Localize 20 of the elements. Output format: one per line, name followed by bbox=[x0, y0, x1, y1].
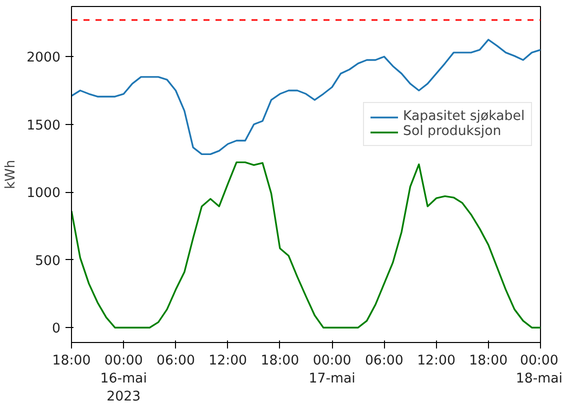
y-tick-label: 1500 bbox=[26, 118, 61, 134]
x-tick-label: 06:00 bbox=[364, 354, 404, 368]
x-tick-label: 18:00 bbox=[260, 354, 300, 368]
y-tick-label: 0 bbox=[52, 322, 61, 337]
x-tick-label: 18:00 bbox=[52, 354, 91, 368]
y-tick-label: 2000 bbox=[26, 50, 61, 66]
y-tick-label: 1000 bbox=[26, 186, 61, 202]
legend-label: Kapasitet sjøkabel bbox=[403, 109, 525, 124]
y-tick-label: 500 bbox=[35, 254, 61, 269]
y-axis-title: kWh bbox=[4, 160, 19, 190]
line-series bbox=[72, 38, 540, 156]
x-tick-label: 00:00 18-mai bbox=[516, 354, 562, 386]
x-tick-label: 12:00 bbox=[417, 354, 456, 368]
x-tick-label: 06:00 bbox=[156, 354, 195, 368]
line-series bbox=[72, 161, 540, 328]
legend-label: Sol produksjon bbox=[403, 124, 502, 139]
x-tick-label: 00:00 17-mai bbox=[308, 354, 356, 386]
x-tick-label: 00:00 16-mai 2023 bbox=[100, 354, 147, 404]
x-tick-label: 12:00 bbox=[208, 354, 248, 368]
x-tick-label: 18:00 bbox=[469, 354, 508, 368]
